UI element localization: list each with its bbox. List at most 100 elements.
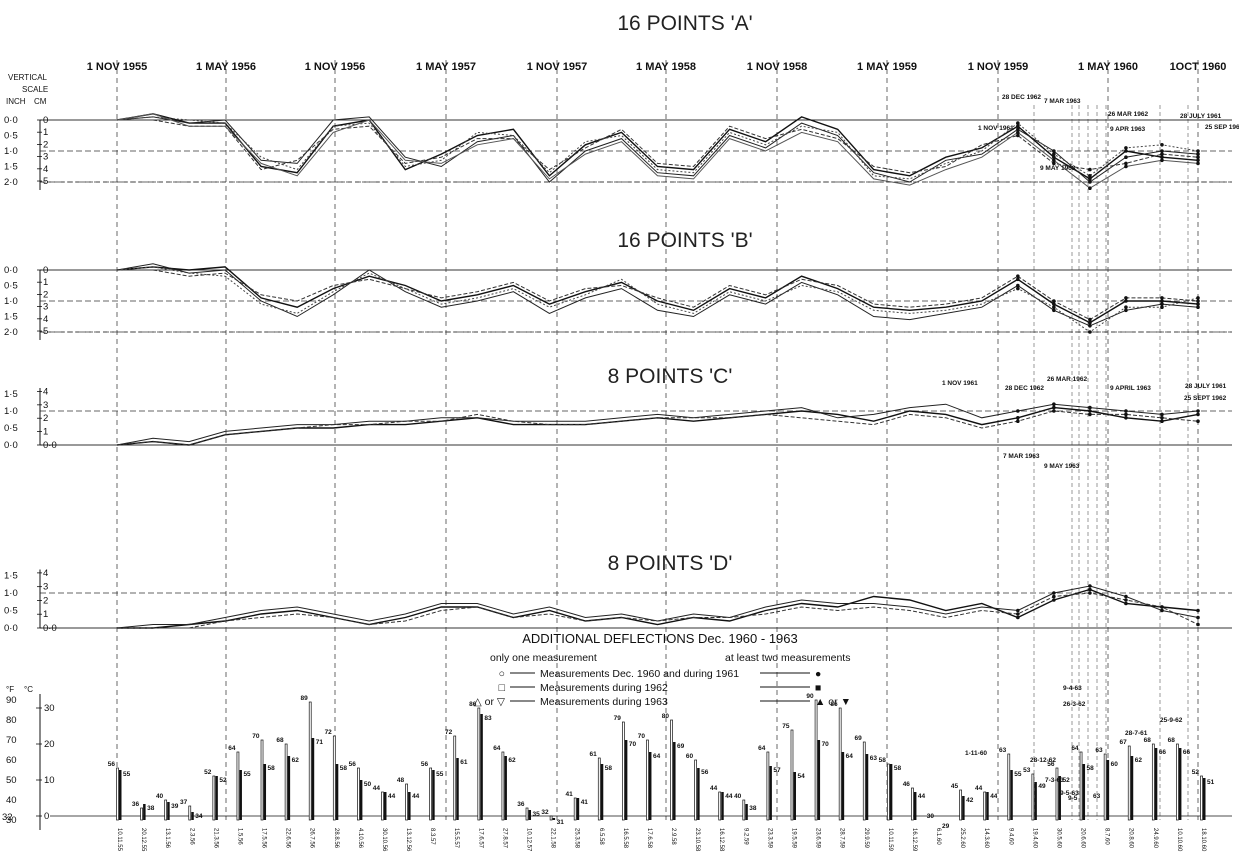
temperature-high-bar xyxy=(140,807,143,821)
cm-tick-label: 3 xyxy=(43,582,48,593)
bar-date-label: 9.2.59 xyxy=(742,828,748,845)
cm-tick-label: 0 xyxy=(43,265,48,276)
bar-date-label: 26.7.56 xyxy=(309,828,315,849)
temperature-low-bar xyxy=(1058,776,1061,820)
legend-row-text: Measurements during 1962 xyxy=(540,682,668,694)
measurement-point xyxy=(1016,127,1020,132)
timeline-tick-label: 1 MAY 1956 xyxy=(196,61,256,73)
measurement-point xyxy=(1088,174,1092,178)
bar-high-label: 56 xyxy=(1047,761,1055,768)
bar-high-label: 63 xyxy=(1095,747,1103,754)
bar-date-label: 20.6.60 xyxy=(1080,828,1086,849)
measurement-point xyxy=(1016,121,1020,125)
chart-labels: 1 NOV 1955 1 MAY 1956 1 NOV 1956 1 MAY 1957… xyxy=(2,12,1239,852)
bar-high-label: 44 xyxy=(975,785,983,792)
temperature-annotation: 63 xyxy=(1093,793,1101,800)
measurement-point xyxy=(1088,591,1092,595)
temperature-low-bar xyxy=(119,770,122,820)
temperature-high-bar xyxy=(1079,751,1083,821)
bar-low-label: 50 xyxy=(364,781,372,788)
temperature-low-bar xyxy=(143,804,146,820)
temperature-low-bar xyxy=(576,798,580,820)
bar-date-label: 16.5.58 xyxy=(622,828,628,849)
temperature-high-bar xyxy=(718,791,722,821)
temperature-low-bar xyxy=(1154,748,1158,820)
measurement-point xyxy=(1088,324,1092,328)
measurement-point xyxy=(1160,608,1164,613)
measurement-point xyxy=(1088,186,1092,190)
bar-low-label: 58 xyxy=(894,765,902,772)
inch-tick-label: 0·0 xyxy=(4,265,18,276)
panel-D-series-line xyxy=(117,592,1199,629)
measurement-point xyxy=(1088,412,1092,417)
temperature-low-bar xyxy=(383,792,387,820)
bar-date-label: 2.9.58 xyxy=(670,828,676,845)
temperature-low-bar xyxy=(865,754,869,820)
bar-high-label: 32 xyxy=(541,809,549,816)
inch-tick-label: 0·5 xyxy=(4,281,18,292)
temperature-high-bar xyxy=(212,775,216,821)
bar-date-label: 23.3.59 xyxy=(766,828,772,849)
bar-low-label: 70 xyxy=(629,741,637,748)
temperature-low-bar xyxy=(962,796,965,820)
bar-date-label: 23.6.59 xyxy=(815,828,821,849)
bar-high-label: 67 xyxy=(1119,739,1127,746)
temperature-high-bar xyxy=(1176,743,1179,821)
bar-date-label: 13.1.56 xyxy=(164,828,170,849)
measurement-point xyxy=(1196,302,1200,306)
measurement-point xyxy=(1088,317,1092,322)
bar-low-label: 49 xyxy=(1038,783,1046,790)
measurement-point xyxy=(1160,412,1164,417)
inch-tick-label: 1·5 xyxy=(4,571,18,582)
bar-date-label: 13.12.56 xyxy=(405,828,411,852)
temperature-low-bar xyxy=(239,770,242,820)
measurement-point xyxy=(1124,412,1128,417)
panel-A-series-line xyxy=(117,119,1199,174)
bar-high-label: 64 xyxy=(493,745,501,752)
bar-low-label: 62 xyxy=(292,757,300,764)
panel-B-series-line xyxy=(116,263,1199,327)
measurement-point xyxy=(1052,149,1056,153)
temperature-high-bar xyxy=(501,751,505,821)
measurement-point xyxy=(1088,405,1092,410)
measurement-point xyxy=(1052,152,1056,156)
measurement-point xyxy=(1052,155,1056,159)
bar-low-label: 66 xyxy=(1183,749,1191,756)
bar-low-label: 62 xyxy=(508,757,516,764)
measurement-point xyxy=(1124,146,1128,150)
temperature-high-bar xyxy=(983,791,987,821)
temperature-high-bar xyxy=(573,797,577,821)
temperature-low-bar xyxy=(986,792,989,820)
temperature-low-bar xyxy=(624,740,628,820)
temperature-annotation: 1-11-60 xyxy=(965,750,987,757)
measurement-point xyxy=(1016,133,1020,138)
measurement-point xyxy=(1016,608,1020,613)
bar-date-label: 17.6.58 xyxy=(646,828,652,849)
timeline-tick-label: 1 MAY 1958 xyxy=(636,61,696,73)
f-axis-label: °F xyxy=(6,685,14,694)
measurement-point xyxy=(1016,274,1020,279)
measurement-point xyxy=(1160,299,1164,303)
inch-tick-label: 1·0 xyxy=(4,588,18,599)
bar-high-label: 40 xyxy=(156,793,164,800)
timeline-tick-label: 1 NOV 1956 xyxy=(305,61,366,73)
panel-C-series-line xyxy=(116,410,1199,446)
bar-date-label: 6.1.60 xyxy=(935,828,941,845)
cm-tick-label: 0 xyxy=(43,115,48,126)
temperature-high-bar xyxy=(646,739,649,821)
panel-annotation: 28 DEC 1962 xyxy=(1002,94,1041,101)
panel-B-series-line xyxy=(116,266,1199,333)
bar-low-label: 71 xyxy=(316,739,324,746)
vertical-scale-unit: INCH xyxy=(6,97,26,106)
temperature-low-bar xyxy=(1034,782,1037,820)
f-tick-label: 70 xyxy=(6,735,17,746)
bar-date-label: 22.1.58 xyxy=(550,828,556,849)
bar-date-label: 10.11.59 xyxy=(887,828,893,852)
bar-low-label: 55 xyxy=(436,771,444,778)
bar-date-label: 20.12.55 xyxy=(140,828,146,852)
measurement-point xyxy=(1124,155,1128,159)
bar-date-label: 22.6.56 xyxy=(285,828,291,849)
temperature-low-bar xyxy=(1203,778,1206,820)
bar-high-label: 58 xyxy=(879,757,887,764)
measurement-point xyxy=(1160,302,1164,306)
